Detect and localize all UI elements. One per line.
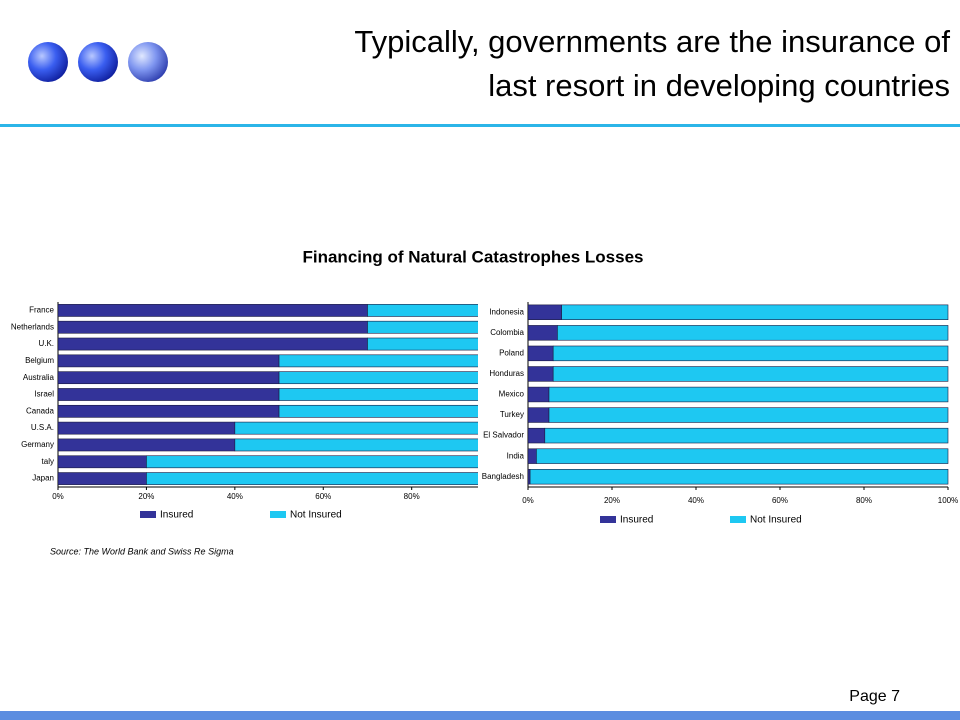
bar-segment (278, 371, 478, 385)
legend-swatch (270, 511, 286, 518)
page-number: Page 7 (849, 688, 900, 705)
y-tick-label: Bangladesh (482, 472, 524, 481)
slide-title: Typically, governments are the insurance… (354, 24, 950, 59)
decor-ball (28, 42, 68, 82)
y-tick-label: Australia (23, 373, 55, 382)
bar-segment (528, 345, 554, 362)
bar-segment (58, 304, 368, 317)
x-tick-label: 0% (52, 492, 64, 501)
y-tick-label: Belgium (25, 356, 54, 365)
x-tick-label: 20% (138, 492, 154, 501)
bar-segment (528, 304, 562, 320)
y-tick-label: Germany (21, 440, 54, 449)
slide-title: last resort in developing countries (488, 68, 950, 103)
bar-segment (58, 404, 280, 418)
y-tick-label: Mexico (499, 390, 525, 399)
bar-segment (58, 337, 368, 351)
bar-segment (528, 469, 531, 485)
plot-area (528, 304, 949, 485)
bar-segment (58, 455, 147, 469)
y-tick-label: India (507, 451, 525, 460)
bar-segment (58, 438, 236, 452)
bar-segment (146, 472, 478, 485)
bar-segment (548, 407, 949, 423)
y-tick-label: taly (42, 457, 54, 466)
bar-segment (529, 469, 949, 485)
bar-segment (552, 345, 949, 362)
legend-label: Insured (620, 515, 653, 526)
y-tick-label: Colombia (490, 328, 524, 337)
bar-segment (278, 388, 478, 401)
x-tick-label: 80% (856, 496, 872, 505)
y-tick-label: Turkey (500, 410, 524, 419)
bar-segment (528, 366, 554, 382)
legend-swatch (730, 516, 746, 523)
bar-segment (552, 366, 949, 382)
x-tick-label: 100% (938, 496, 958, 505)
x-tick-label: 80% (404, 492, 420, 501)
bar-segment (58, 320, 368, 334)
y-tick-label: U.S.A. (31, 423, 54, 432)
bar-segment (234, 438, 478, 452)
plot-area (58, 304, 478, 485)
bar-segment (58, 421, 236, 435)
bar-segment (528, 325, 558, 341)
bar-segment (528, 407, 550, 423)
bar-segment (278, 404, 478, 418)
y-tick-label: Canada (26, 406, 55, 415)
bar-segment (58, 354, 280, 368)
x-tick-label: 0% (522, 496, 534, 505)
bar-segment (548, 386, 949, 403)
legend-swatch (600, 516, 616, 523)
y-tick-label: Poland (499, 348, 524, 357)
y-tick-label: France (29, 306, 54, 315)
bar-segment (544, 427, 949, 444)
bar-segment (367, 320, 478, 334)
x-tick-label: 20% (604, 496, 620, 505)
bar-segment (58, 388, 280, 401)
bar-segment (528, 448, 537, 464)
bar-segment (278, 354, 478, 368)
bar-segment (367, 337, 478, 351)
y-tick-label: U.K. (38, 339, 54, 348)
x-tick-label: 60% (315, 492, 331, 501)
bar-segment (367, 304, 478, 317)
bar-segment (536, 448, 949, 464)
y-tick-label: El Salvador (483, 431, 524, 440)
header-rule (0, 124, 960, 127)
legend-label: Insured (160, 510, 193, 521)
y-tick-label: Japan (32, 474, 54, 483)
source: Source: The World Bank and Swiss Re Sigm… (50, 546, 234, 556)
bar-segment (557, 325, 949, 341)
decor-ball (78, 42, 118, 82)
bar-segment (146, 455, 478, 469)
legend-label: Not Insured (750, 515, 802, 526)
x-tick-label: 40% (688, 496, 704, 505)
x-tick-label: 60% (772, 496, 788, 505)
figure-title: Financing of Natural Catastrophes Losses (302, 247, 643, 266)
x-tick-label: 40% (227, 492, 243, 501)
bar-segment (234, 421, 478, 435)
y-tick-label: Indonesia (489, 307, 524, 316)
y-tick-label: Honduras (489, 369, 524, 378)
y-tick-label: Netherlands (11, 322, 54, 331)
bar-segment (561, 304, 949, 320)
legend-swatch (140, 511, 156, 518)
footer-bar (0, 711, 960, 720)
bar-segment (528, 386, 550, 403)
bar-segment (58, 472, 147, 485)
y-tick-label: Israel (34, 390, 54, 399)
bar-segment (58, 371, 280, 385)
bar-segment (528, 427, 546, 444)
legend-label: Not Insured (290, 510, 342, 521)
decor-ball (128, 42, 168, 82)
